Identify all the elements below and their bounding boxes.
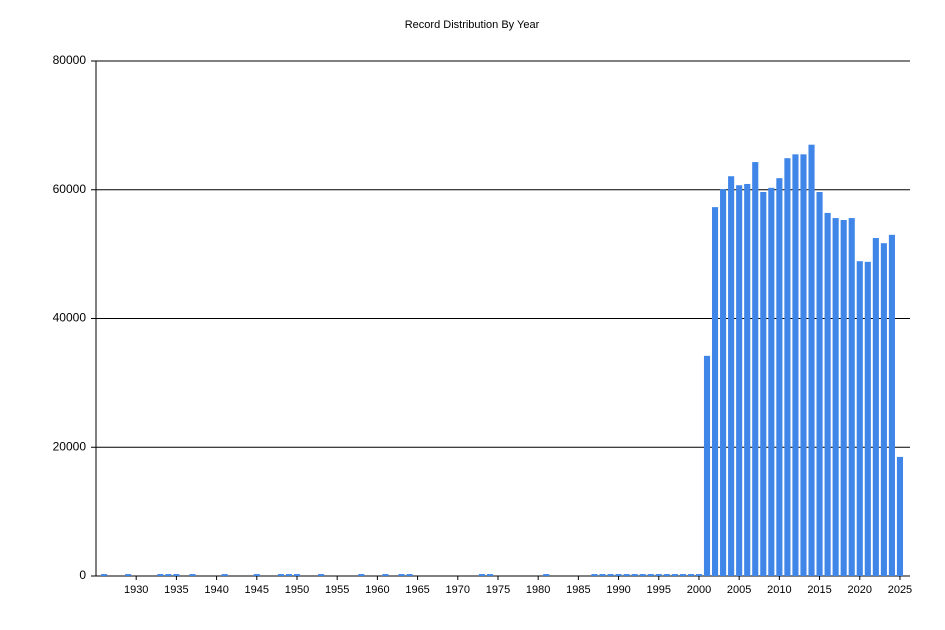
bar — [599, 574, 606, 576]
bar — [695, 574, 703, 576]
bar — [711, 207, 719, 576]
bar — [398, 574, 405, 576]
y-tick-label: 60000 — [53, 182, 87, 196]
bar — [285, 574, 293, 576]
bar — [631, 574, 638, 576]
bar — [792, 154, 799, 576]
bar — [808, 144, 815, 576]
x-tick-label: 1930 — [124, 584, 148, 596]
bar — [293, 574, 301, 576]
x-tick-label: 1965 — [405, 584, 429, 596]
x-tick-label: 1935 — [164, 584, 188, 596]
bar — [687, 574, 694, 576]
x-tick-label: 1975 — [486, 584, 510, 596]
bar — [647, 574, 654, 576]
bar — [165, 574, 172, 576]
x-tick-label: 2010 — [767, 584, 791, 596]
bar — [318, 574, 325, 576]
bar — [896, 456, 904, 576]
bar — [816, 192, 823, 577]
x-tick-label: 1960 — [365, 584, 389, 596]
bar — [856, 261, 863, 576]
bar — [100, 574, 108, 576]
bar — [591, 574, 598, 576]
bar — [478, 574, 485, 576]
bar — [824, 212, 831, 577]
x-tick-label: 1940 — [204, 584, 228, 596]
bar — [623, 574, 630, 576]
x-tick-label: 2015 — [807, 584, 831, 596]
bar — [125, 574, 132, 576]
bar — [728, 176, 735, 576]
bar — [848, 218, 855, 576]
x-tick-label: 1955 — [325, 584, 349, 596]
y-tick-label: 80000 — [53, 53, 87, 67]
bar — [607, 574, 614, 576]
bar — [406, 574, 413, 576]
bar — [832, 218, 839, 576]
bar — [655, 574, 662, 576]
bar — [157, 574, 164, 576]
x-tick-label: 1950 — [285, 584, 309, 596]
bar — [189, 574, 196, 576]
x-tick-label: 1990 — [606, 584, 630, 596]
x-tick-label: 1995 — [647, 584, 671, 596]
bar — [880, 243, 887, 576]
x-tick-label: 2005 — [727, 584, 751, 596]
bar — [543, 574, 550, 576]
x-tick-label: 1970 — [446, 584, 470, 596]
bar — [776, 178, 783, 576]
x-tick-label: 2025 — [888, 584, 912, 596]
bar — [221, 574, 228, 576]
bar — [888, 234, 895, 576]
chart-title: Record Distribution By Year — [405, 19, 540, 31]
bar — [752, 162, 759, 576]
bar — [679, 574, 686, 576]
bar — [382, 574, 389, 576]
bar — [840, 220, 847, 576]
x-tick-label: 2020 — [848, 584, 872, 596]
bar — [486, 574, 493, 576]
x-tick-label: 1985 — [566, 584, 590, 596]
bar — [663, 574, 670, 576]
bar — [671, 574, 678, 576]
bar — [784, 158, 791, 577]
x-tick-label: 1980 — [526, 584, 550, 596]
y-tick-label: 0 — [79, 568, 86, 582]
x-tick-label: 2000 — [687, 584, 711, 596]
bar — [173, 574, 180, 576]
bar — [864, 261, 871, 576]
y-tick-label: 40000 — [53, 311, 87, 325]
bar — [253, 574, 260, 576]
bar — [277, 574, 284, 576]
bar — [358, 574, 365, 576]
bar — [872, 238, 879, 576]
bar — [800, 154, 807, 576]
bar — [615, 574, 622, 576]
bar — [760, 192, 767, 577]
bar — [736, 185, 743, 576]
bar — [744, 183, 751, 577]
y-tick-label: 20000 — [53, 439, 87, 453]
bar — [703, 355, 711, 576]
bar — [720, 189, 727, 576]
bar — [639, 574, 646, 576]
bar — [768, 187, 775, 576]
x-tick-label: 1945 — [245, 584, 269, 596]
